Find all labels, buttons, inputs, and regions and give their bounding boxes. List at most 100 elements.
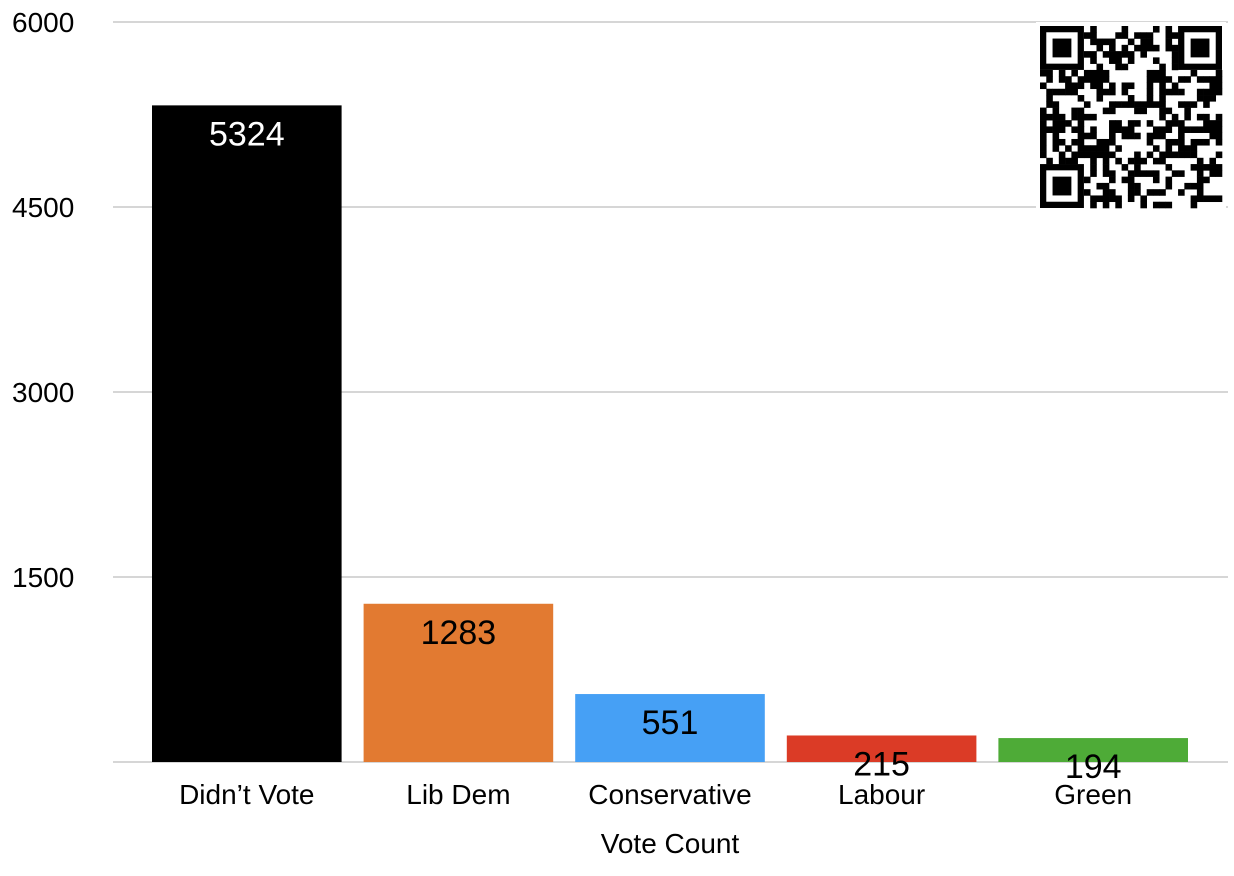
qr-module (1058, 88, 1066, 96)
qr-module (1165, 145, 1173, 152)
qr-module (1109, 195, 1116, 203)
qr-module (1090, 32, 1097, 39)
qr-module (1140, 44, 1147, 52)
qr-module (1159, 88, 1166, 96)
qr-module (1215, 76, 1223, 83)
qr-module (1190, 164, 1198, 171)
qr-module (1127, 82, 1135, 90)
qr-module (1058, 76, 1066, 83)
qr-module (1102, 51, 1110, 58)
qr-module (1190, 145, 1198, 152)
qr-module (1134, 120, 1141, 127)
qr-module (1203, 120, 1210, 127)
qr-module (1134, 107, 1141, 115)
qr-module (1090, 195, 1097, 203)
qr-module (1215, 88, 1223, 96)
qr-module (1203, 113, 1210, 121)
qr-module (1203, 126, 1210, 133)
qr-module (1077, 82, 1085, 90)
qr-module (1215, 126, 1223, 133)
qr-module (1052, 113, 1060, 121)
qr-module (1096, 44, 1104, 52)
qr-module (1109, 138, 1116, 146)
qr-module (1184, 101, 1191, 108)
qr-module (1127, 101, 1135, 108)
qr-module (1146, 138, 1154, 146)
qr-module (1159, 95, 1166, 102)
qr-module (1109, 176, 1116, 184)
qr-module (1071, 82, 1078, 90)
bar (575, 694, 765, 762)
qr-module (1046, 101, 1053, 108)
qr-module (1121, 132, 1129, 140)
qr-module (1184, 113, 1191, 121)
qr-module (1121, 63, 1129, 71)
qr-module (1065, 157, 1072, 165)
qr-module (1152, 132, 1160, 140)
qr-module (1134, 157, 1141, 165)
qr-module (1215, 113, 1223, 121)
qr-module (1115, 32, 1122, 39)
qr-module (1165, 107, 1173, 115)
qr-module (1096, 145, 1104, 152)
qr-module (1165, 201, 1173, 209)
qr-module (1196, 126, 1204, 133)
qr-module (1209, 88, 1217, 96)
qr-module (1040, 113, 1047, 121)
qr-module (1196, 170, 1204, 177)
qr-module (1065, 76, 1072, 83)
qr-module (1040, 69, 1047, 77)
qr-module (1159, 201, 1166, 209)
qr-module (1209, 132, 1217, 140)
qr-module (1058, 113, 1066, 121)
qr-module (1146, 88, 1154, 96)
qr-module (1040, 120, 1047, 127)
qr-module (1109, 126, 1116, 133)
qr-module (1071, 113, 1078, 121)
qr-module (1071, 151, 1078, 159)
qr-module (1083, 69, 1091, 77)
qr-module (1165, 151, 1173, 159)
qr-module (1096, 95, 1104, 102)
qr-module (1146, 151, 1154, 159)
qr-module (1109, 132, 1116, 140)
qr-module (1096, 76, 1104, 83)
qr-module (1102, 157, 1110, 165)
qr-module (1196, 182, 1204, 190)
qr-module (1209, 164, 1217, 171)
qr-module (1159, 101, 1166, 108)
qr-module (1159, 113, 1166, 121)
qr-finder (1190, 38, 1210, 58)
qr-module (1096, 195, 1104, 203)
qr-module (1165, 32, 1173, 39)
qr-module (1215, 120, 1223, 127)
qr-module (1127, 95, 1135, 102)
qr-module (1203, 88, 1210, 96)
qr-module (1171, 32, 1179, 39)
qr-module (1140, 201, 1147, 209)
qr-module (1115, 201, 1122, 209)
qr-module (1058, 126, 1066, 133)
qr-module (1040, 107, 1047, 115)
data-label: 551 (642, 704, 699, 742)
qr-module (1203, 101, 1210, 108)
qr-module (1159, 132, 1166, 140)
qr-module (1077, 107, 1085, 115)
qr-module (1190, 69, 1198, 77)
qr-module (1109, 44, 1116, 52)
qr-module (1196, 164, 1204, 171)
qr-module (1090, 132, 1097, 140)
qr-module (1140, 195, 1147, 203)
qr-module (1152, 189, 1160, 196)
qr-module (1058, 157, 1066, 165)
qr-module (1140, 157, 1147, 165)
qr-module (1171, 57, 1179, 64)
qr-module (1196, 176, 1204, 184)
qr-module (1203, 164, 1210, 171)
qr-module (1178, 101, 1185, 108)
qr-module (1109, 189, 1116, 196)
qr-module (1102, 201, 1110, 209)
qr-module (1115, 195, 1122, 203)
qr-module (1071, 138, 1078, 146)
x-axis-title: Vote Count (601, 828, 740, 859)
